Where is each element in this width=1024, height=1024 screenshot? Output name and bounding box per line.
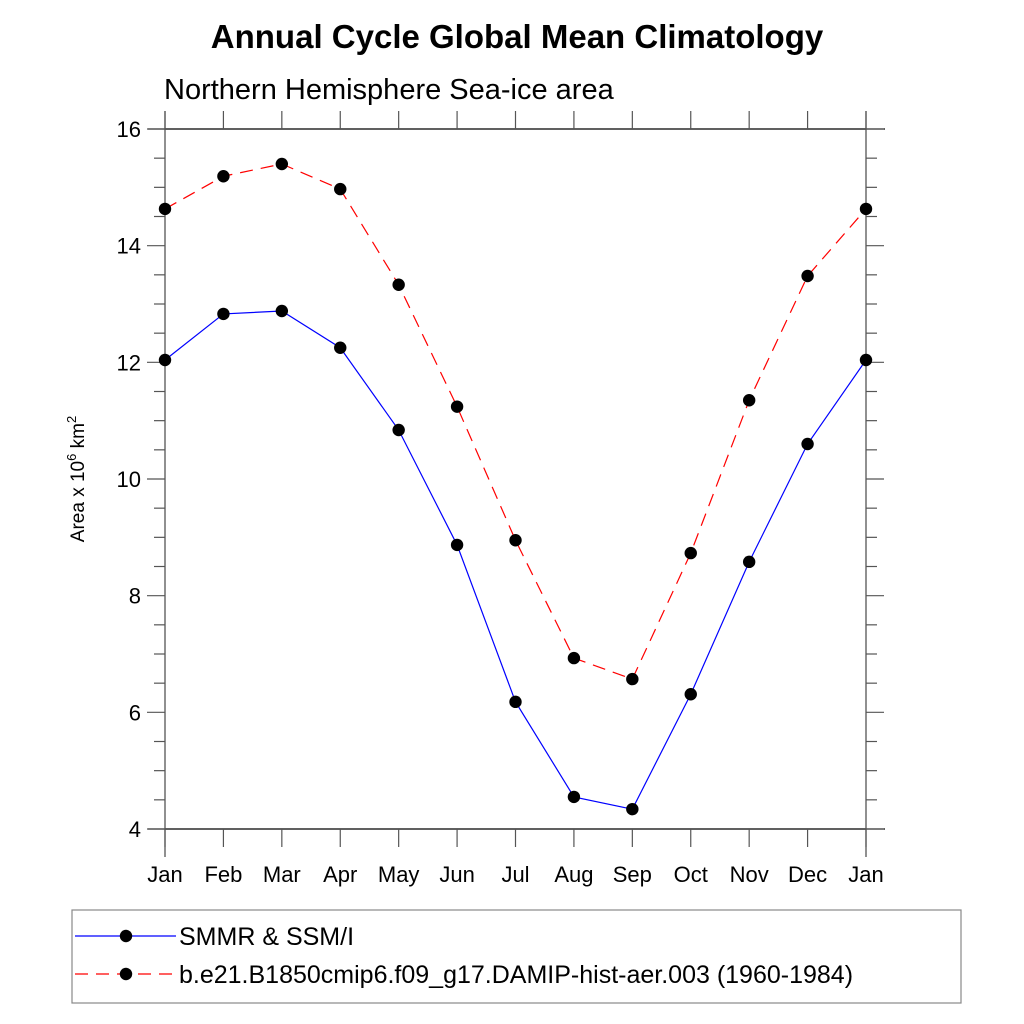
data-point (567, 651, 581, 665)
data-point (801, 269, 814, 283)
data-point (450, 400, 464, 413)
legend-label: b.e21.B1850cmip6.f09_g17.DAMIP-hist-aer.… (179, 961, 853, 989)
y-tick-label: 10 (117, 467, 141, 492)
y-tick-label: 4 (129, 817, 141, 842)
data-point (742, 394, 756, 407)
x-tick-label: Apr (323, 862, 357, 887)
series-layer (158, 157, 873, 816)
data-point (275, 304, 289, 318)
y-tick-label: 12 (117, 350, 141, 375)
x-tick-label: Mar (263, 862, 301, 887)
x-tick-label: Jan (848, 862, 883, 887)
chart-subtitle: Northern Hemisphere Sea-ice area (164, 74, 615, 106)
data-point (334, 182, 347, 196)
y-tick-label: 8 (129, 584, 141, 609)
data-point (626, 672, 639, 686)
legend-label: SMMR & SSM/I (179, 923, 354, 951)
data-point (450, 538, 464, 552)
y-axis-label-base: Area x 10 (68, 461, 89, 542)
y-tick-label: 16 (117, 117, 141, 142)
y-axis-label-unit: km (68, 423, 89, 454)
data-point (684, 688, 697, 701)
legend-item: b.e21.B1850cmip6.f09_g17.DAMIP-hist-aer.… (75, 961, 853, 989)
plot-frame (148, 111, 885, 857)
data-point (392, 423, 405, 437)
data-point (392, 278, 405, 291)
x-tick-label: Nov (730, 862, 769, 887)
y-axis-label-exponent: 6 (64, 454, 79, 461)
data-point (217, 170, 230, 183)
data-point (567, 790, 581, 804)
x-tick-label: Dec (788, 862, 827, 887)
legend: SMMR & SSM/I b.e21.B1850cmip6.f09_g17.DAM… (71, 909, 962, 1004)
chart-title: Annual Cycle Global Mean Climatology (211, 18, 824, 55)
y-tick-label: 6 (129, 700, 141, 725)
x-tick-label: May (378, 862, 420, 887)
y-tick-label: 14 (117, 234, 141, 259)
data-point (859, 202, 873, 216)
data-point (801, 437, 814, 451)
y-axis-ticks: 4 6 8 10 12 14 16 (117, 117, 884, 842)
data-point (158, 202, 172, 216)
x-tick-label: Jun (439, 862, 474, 887)
legend-marker (119, 967, 133, 981)
data-point (742, 555, 756, 569)
series-1 (158, 304, 873, 816)
series-line (164, 310, 867, 810)
data-point (334, 341, 347, 354)
x-tick-label: Sep (613, 862, 652, 887)
data-point (509, 695, 522, 709)
data-point (684, 546, 697, 560)
series-2 (158, 157, 873, 686)
data-point (859, 353, 873, 367)
legend-marker (119, 929, 133, 943)
x-tick-label: Jul (501, 862, 529, 887)
legend-item: SMMR & SSM/I (75, 923, 354, 951)
x-tick-label: Feb (204, 862, 242, 887)
data-point (626, 802, 639, 816)
y-axis-label: Area x 106 km2 (64, 416, 89, 542)
legend-box (71, 909, 962, 1004)
x-tick-label: Jan (147, 862, 182, 887)
x-axis-ticks: Jan Feb Mar Apr May Jun Jul Aug Sep Oct Nov Dec Jan (147, 111, 884, 887)
data-point (275, 157, 289, 171)
x-tick-label: Oct (674, 862, 708, 887)
data-point (158, 353, 172, 367)
data-point (509, 534, 522, 547)
data-point (217, 307, 230, 321)
series-line (164, 163, 867, 680)
y-axis-label-unit-exponent: 2 (64, 416, 79, 423)
x-tick-label: Aug (554, 862, 593, 887)
